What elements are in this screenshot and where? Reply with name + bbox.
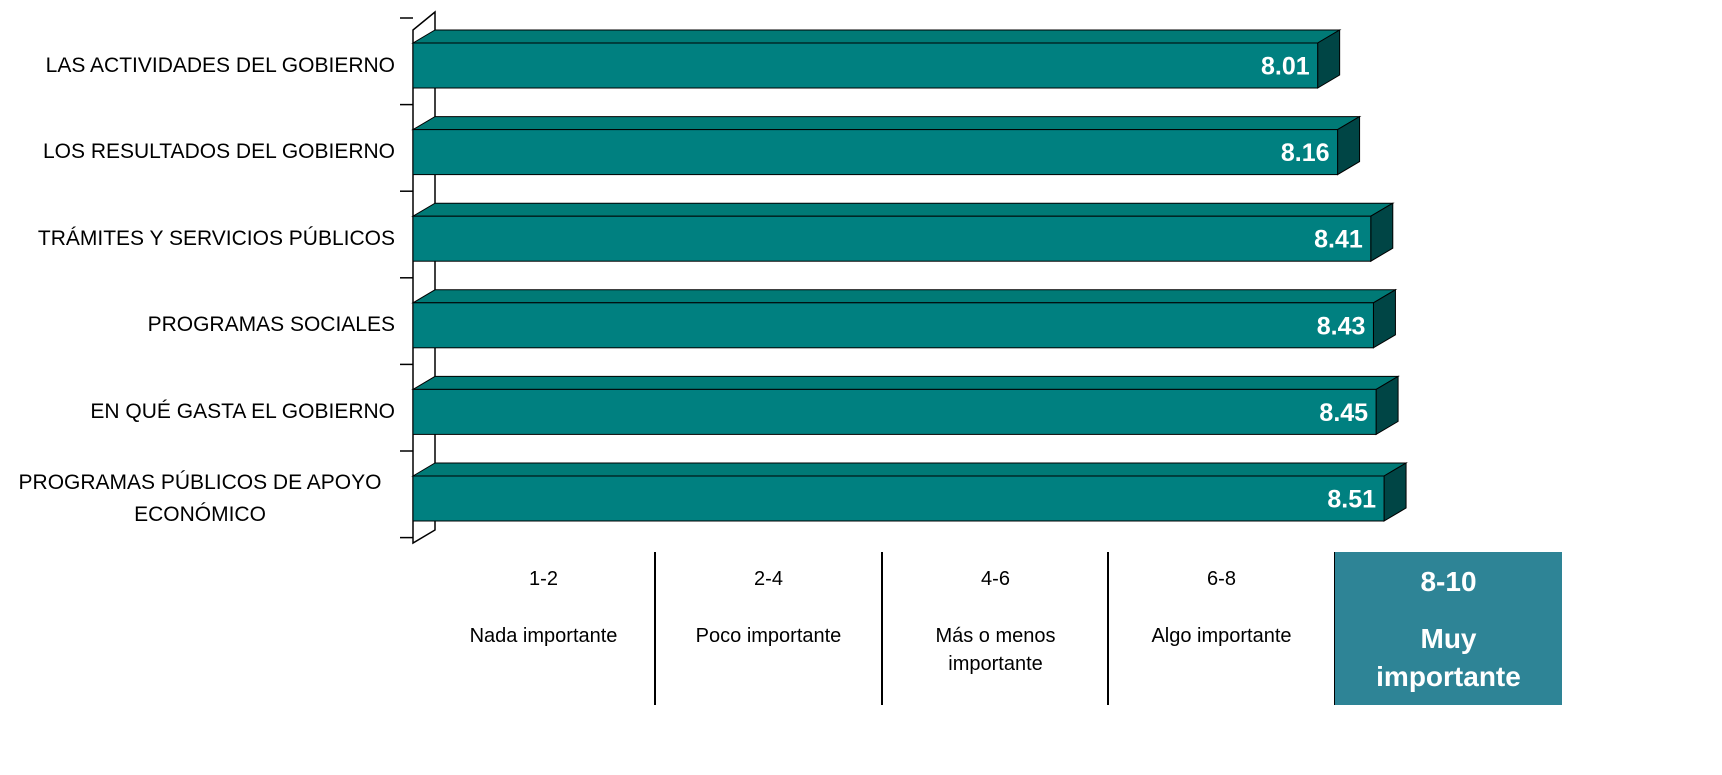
value-label: 8.51 <box>1327 486 1376 514</box>
bar <box>412 475 1385 522</box>
band-label: Más o menos importante <box>935 625 1056 675</box>
scale-band: 8-10 Muy importante <box>1335 552 1562 705</box>
bar-top <box>411 289 1398 304</box>
scale-band: 4-6 Más o menos importante <box>882 552 1109 705</box>
bar-top <box>411 29 1342 44</box>
band-label: Poco importante <box>695 625 842 647</box>
band-label: Nada importante <box>469 625 618 647</box>
scale-band: 2-4 Poco importante <box>655 552 882 705</box>
bar-top <box>411 116 1362 131</box>
category-text: TRÁMITES Y SERVICIOS PÚBLICOS <box>37 226 395 250</box>
scale-band: 6-8 Algo importante <box>1108 552 1335 705</box>
band-range: 8-10 <box>1420 566 1477 597</box>
bar <box>412 42 1319 89</box>
category-label: LAS ACTIVIDADES DEL GOBIERNO <box>5 26 395 106</box>
bar-top <box>411 202 1395 217</box>
axis-wall <box>412 10 436 545</box>
scale-band: 1-2 Nada importante <box>430 552 657 705</box>
bar <box>412 129 1339 176</box>
category-label: LOS RESULTADOS DEL GOBIERNO <box>5 112 395 192</box>
category-text: EN QUÉ GASTA EL GOBIERNO <box>90 399 395 423</box>
value-label: 8.45 <box>1319 399 1368 427</box>
bar-top <box>411 462 1408 477</box>
bar <box>412 215 1372 262</box>
category-text: PROGRAMAS PÚBLICOS DE APOYO ECONÓMICO <box>18 470 382 526</box>
category-label: PROGRAMAS PÚBLICOS DE APOYO ECONÓMICO <box>5 459 395 539</box>
value-label: 8.43 <box>1317 312 1366 340</box>
bar <box>412 388 1377 435</box>
category-text: PROGRAMAS SOCIALES <box>147 313 395 337</box>
band-label: Algo importante <box>1151 625 1292 647</box>
category-label: PROGRAMAS SOCIALES <box>5 285 395 365</box>
band-range: 1-2 <box>529 568 558 590</box>
category-text: LAS ACTIVIDADES DEL GOBIERNO <box>45 53 395 77</box>
value-label: 8.16 <box>1281 139 1330 167</box>
bar-top <box>411 375 1400 390</box>
category-label: EN QUÉ GASTA EL GOBIERNO <box>5 372 395 452</box>
value-label: 8.01 <box>1261 53 1310 81</box>
band-range: 2-4 <box>754 568 783 590</box>
band-label: Muy importante <box>1376 623 1521 692</box>
value-label: 8.41 <box>1314 226 1363 254</box>
category-text: LOS RESULTADOS DEL GOBIERNO <box>42 140 395 164</box>
bar <box>412 302 1374 349</box>
category-label: TRÁMITES Y SERVICIOS PÚBLICOS <box>5 199 395 279</box>
band-range: 6-8 <box>1207 568 1236 590</box>
band-range: 4-6 <box>981 568 1010 590</box>
